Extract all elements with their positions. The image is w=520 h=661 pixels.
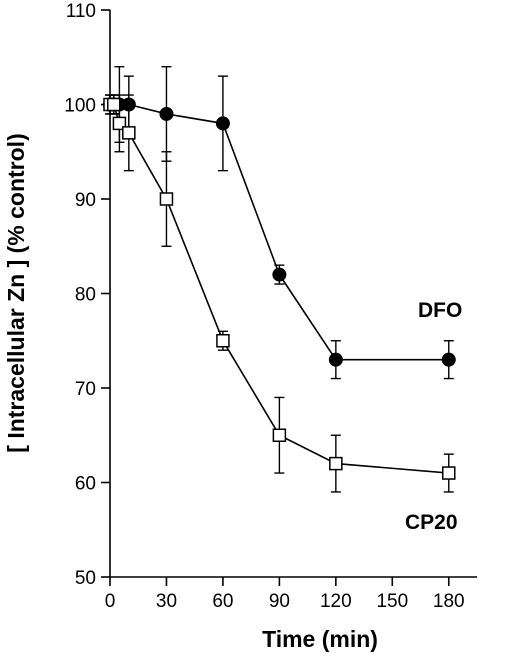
x-tick-label: 120 (320, 591, 352, 612)
data-point (216, 334, 230, 348)
data-point (122, 126, 136, 140)
data-point (329, 456, 343, 471)
x-tick-label: 60 (212, 591, 233, 612)
series-label-cp20: CP20 (405, 511, 458, 534)
axes: 50 60 70 80 90 100 110 0 30 60 90 120 150 180 (64, 1, 477, 612)
y-tick-label: 70 (75, 379, 96, 400)
x-axis-title: Time (min) (262, 626, 378, 652)
y-tick-label: 60 (75, 474, 96, 495)
y-tick-label: 90 (75, 190, 96, 211)
data-point (107, 97, 121, 112)
data-point (328, 352, 343, 367)
data-point (441, 352, 456, 367)
data-point (159, 106, 174, 121)
data-point (272, 267, 287, 282)
data-point (215, 116, 230, 131)
x-tick-label: 150 (376, 591, 408, 612)
data-point (272, 428, 287, 442)
y-tick-label: 100 (64, 96, 96, 117)
y-tick-label: 80 (75, 285, 96, 306)
y-axis-title: [ Intracellular Zn ] (% control) (3, 133, 29, 452)
series-layer (103, 65, 456, 493)
series-line (110, 103, 449, 361)
x-tick-label: 180 (433, 591, 465, 612)
series-cp20 (103, 94, 456, 493)
data-point (442, 466, 456, 480)
x-tick-label: 0 (105, 591, 116, 612)
x-tick-label: 30 (156, 591, 177, 612)
y-tick-label: 110 (66, 1, 96, 22)
data-point (159, 192, 174, 206)
x-tick-label: 90 (269, 591, 290, 612)
y-tick-label: 50 (75, 568, 96, 589)
series-label-dfo: DFO (418, 299, 462, 322)
series-dfo (103, 65, 456, 380)
